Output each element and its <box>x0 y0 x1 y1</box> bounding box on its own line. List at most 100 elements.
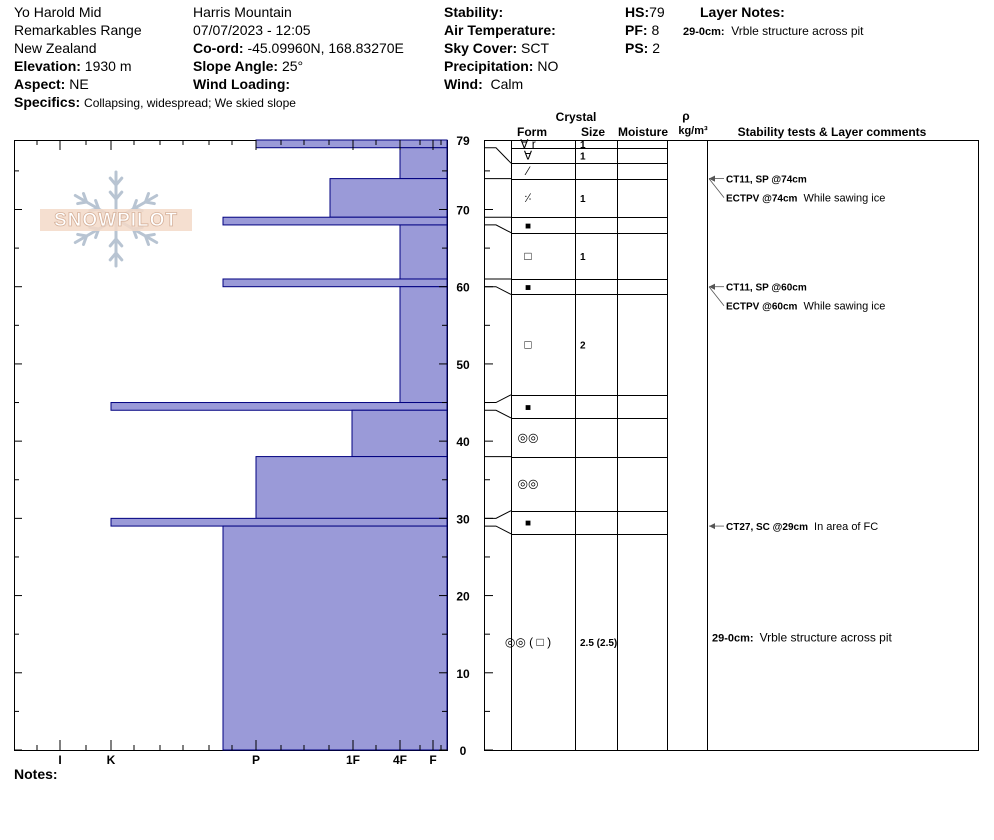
test-code: ECTPV @60cm <box>726 302 798 313</box>
hardness-layer-bar <box>399 286 448 404</box>
crystal-size: 1 <box>580 252 586 263</box>
specifics-row: Specifics: Collapsing, widespread; We sk… <box>14 94 296 110</box>
stability-test-entry: CT11, SP @74cm <box>726 175 807 186</box>
test-code: CT27, SC @29cm <box>726 522 808 533</box>
sky-label: Sky Cover: <box>444 40 518 56</box>
crystal-form: ⁄ <box>524 164 531 178</box>
sky-value: SCT <box>521 40 550 56</box>
depth-tick-label: 30 <box>456 512 470 526</box>
slope-label: Slope Angle: <box>193 58 279 74</box>
logo-branch <box>114 190 124 201</box>
hardness-tick-label: K <box>107 753 116 767</box>
stability-test-entry: ECTPV @74cm While sawing ice <box>726 193 885 205</box>
depth-connector <box>485 525 512 535</box>
layer-notes-row: 29-0cm: Vrble structure across pit <box>683 24 864 39</box>
test-code: ECTPV @74cm <box>726 194 798 205</box>
depth-tick-label: 50 <box>456 358 470 372</box>
stability-test-entry: CT11, SP @60cm <box>726 283 807 294</box>
hardness-tick-label: 4F <box>393 753 407 767</box>
stability-tests: CT11, SP @74cm ECTPV @74cm While sawing ic… <box>708 175 893 644</box>
logo-branch <box>114 176 124 187</box>
test-code: CT11, SP @74cm <box>726 175 807 186</box>
test-pointer-arrow <box>709 175 715 182</box>
test-comment: While sawing ice <box>803 301 885 313</box>
crystal-form: ∀ <box>524 148 533 162</box>
hardness-layer-bar <box>255 139 448 149</box>
logo-branch <box>143 200 156 206</box>
hardness-layer-bar <box>399 224 448 280</box>
depth-tick-label: 70 <box>456 203 470 217</box>
range-name: Remarkables Range <box>14 22 142 38</box>
crystal-form: ■ <box>525 402 531 413</box>
depth-tick-label: 60 <box>456 281 470 295</box>
test-pointer-arrow <box>709 523 715 530</box>
pf-row: PF: 8 <box>625 22 659 38</box>
depth-connector <box>485 394 512 404</box>
hardness-layer-bar <box>399 147 448 180</box>
hardness-layer-bar <box>222 525 448 751</box>
test-pointer-arrow <box>709 283 715 290</box>
country-name: New Zealand <box>14 40 97 56</box>
logo-branch <box>143 234 151 246</box>
crystal-form: ■ <box>525 221 531 232</box>
logo-branch <box>76 232 89 238</box>
coord-value: -45.09960N, 168.83270E <box>247 40 404 56</box>
logo-text: SNOWPILOT <box>54 210 178 231</box>
slope-row: Slope Angle: 25° <box>193 58 303 74</box>
crystal-form: ⸓ <box>524 191 532 205</box>
crystal-form: ∀ r <box>520 137 536 151</box>
precip-row: Precipitation: NO <box>444 58 558 74</box>
air-temp-row: Air Temperature: <box>444 22 556 38</box>
precip-value: NO <box>537 58 559 74</box>
hardness-tick-label: I <box>58 753 61 767</box>
logo-branch <box>108 237 118 248</box>
depth-connector <box>485 147 512 164</box>
hs-value: 79 <box>649 4 665 20</box>
ps-label: PS: <box>625 40 649 56</box>
hardness-layer-bar <box>110 517 448 527</box>
wind-label: Wind: <box>444 76 483 92</box>
hardness-tick-label: F <box>429 753 436 767</box>
crystal-form: ◎◎ <box>518 477 539 491</box>
stability-row: Stability: <box>444 4 503 20</box>
header-stability-tests: Stability tests & Layer comments <box>738 125 927 139</box>
crystal-form: ■ <box>525 283 531 294</box>
depth-connector <box>485 286 512 295</box>
layer-comment-depth: 29-0cm: <box>712 632 754 644</box>
logo-branch <box>81 192 89 204</box>
header-density-unit: kg/m³ <box>678 125 708 137</box>
header-rho: ρ <box>682 109 689 123</box>
wind-row: Wind: Calm <box>444 76 523 92</box>
hardness-layer-bar <box>110 402 448 411</box>
stability-test-entry: CT27, SC @29cm In area of FC <box>726 521 878 533</box>
layer-comment: 29-0cm: Vrble structure across pit <box>712 630 893 644</box>
depth-tick-label: 20 <box>456 590 470 604</box>
location-name: Harris Mountain <box>193 4 292 20</box>
layer-table-frame <box>484 140 979 751</box>
crystal-size: 2.5 (2.5) <box>580 638 617 649</box>
layer-note-depth: 29-0cm: <box>683 26 725 38</box>
aspect-value: NE <box>69 76 89 92</box>
precip-label: Precipitation: <box>444 58 534 74</box>
hardness-layer-bar <box>351 409 448 458</box>
stability-test-entry: ECTPV @60cm While sawing ice <box>726 301 885 313</box>
crystal-size: 1 <box>580 140 586 151</box>
header-crystal: Crystal <box>556 110 597 124</box>
ps-row: PS: 2 <box>625 40 660 56</box>
wind-loading-row: Wind Loading: <box>193 76 290 92</box>
specifics-value: Collapsing, widespread; We skied slope <box>84 96 296 110</box>
test-comment: In area of FC <box>814 521 878 533</box>
hardness-layer-bar <box>222 216 448 226</box>
sky-row: Sky Cover: SCT <box>444 40 549 56</box>
aspect-row: Aspect: NE <box>14 76 89 92</box>
aspect-label: Aspect: <box>14 76 66 92</box>
header-size: Size <box>581 125 605 139</box>
ps-value: 2 <box>652 40 661 56</box>
pf-value: 8 <box>651 22 660 38</box>
crystal-form: □ <box>524 249 531 263</box>
pf-label: PF: <box>625 22 648 38</box>
test-pointer-line <box>708 286 725 306</box>
air-temp-label: Air Temperature: <box>444 22 556 38</box>
test-comment: While sawing ice <box>803 193 885 205</box>
